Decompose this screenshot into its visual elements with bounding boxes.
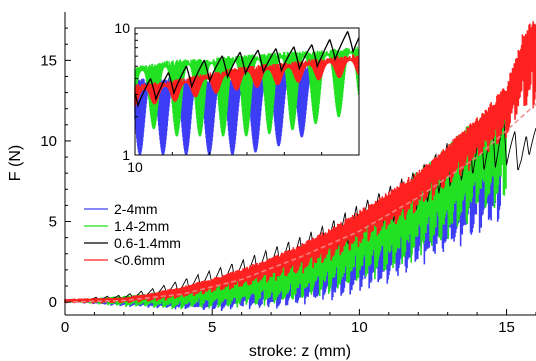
- y-tick-label: 15: [40, 52, 57, 69]
- x-tick-label: 15: [498, 319, 515, 336]
- fit-curve: [64, 103, 536, 303]
- x-axis-title: stroke: z (mm): [249, 343, 351, 360]
- legend-label: <0.6mm: [114, 252, 165, 268]
- inset-y-tick-label: 1: [122, 147, 130, 163]
- x-tick-label: 5: [208, 319, 216, 336]
- legend-label: 0.6-1.4mm: [114, 235, 181, 251]
- x-tick-label: 10: [351, 319, 368, 336]
- inset-y-tick-label: 10: [114, 20, 130, 36]
- legend-label: 2-4mm: [114, 201, 158, 217]
- inset-x-tick-label: 10: [127, 159, 143, 175]
- y-tick-label: 0: [49, 294, 57, 311]
- legend-label: 1.4-2mm: [114, 218, 169, 234]
- y-tick-label: 5: [49, 214, 57, 231]
- main-axes-layer: 0 5 10 15 0 5 10 15: [40, 12, 536, 336]
- inset-series-0-6-1-4mm: [134, 31, 360, 108]
- y-tick-label: 10: [40, 133, 57, 150]
- y-axis-title: F (N): [7, 145, 24, 181]
- x-tick-label: 0: [61, 319, 69, 336]
